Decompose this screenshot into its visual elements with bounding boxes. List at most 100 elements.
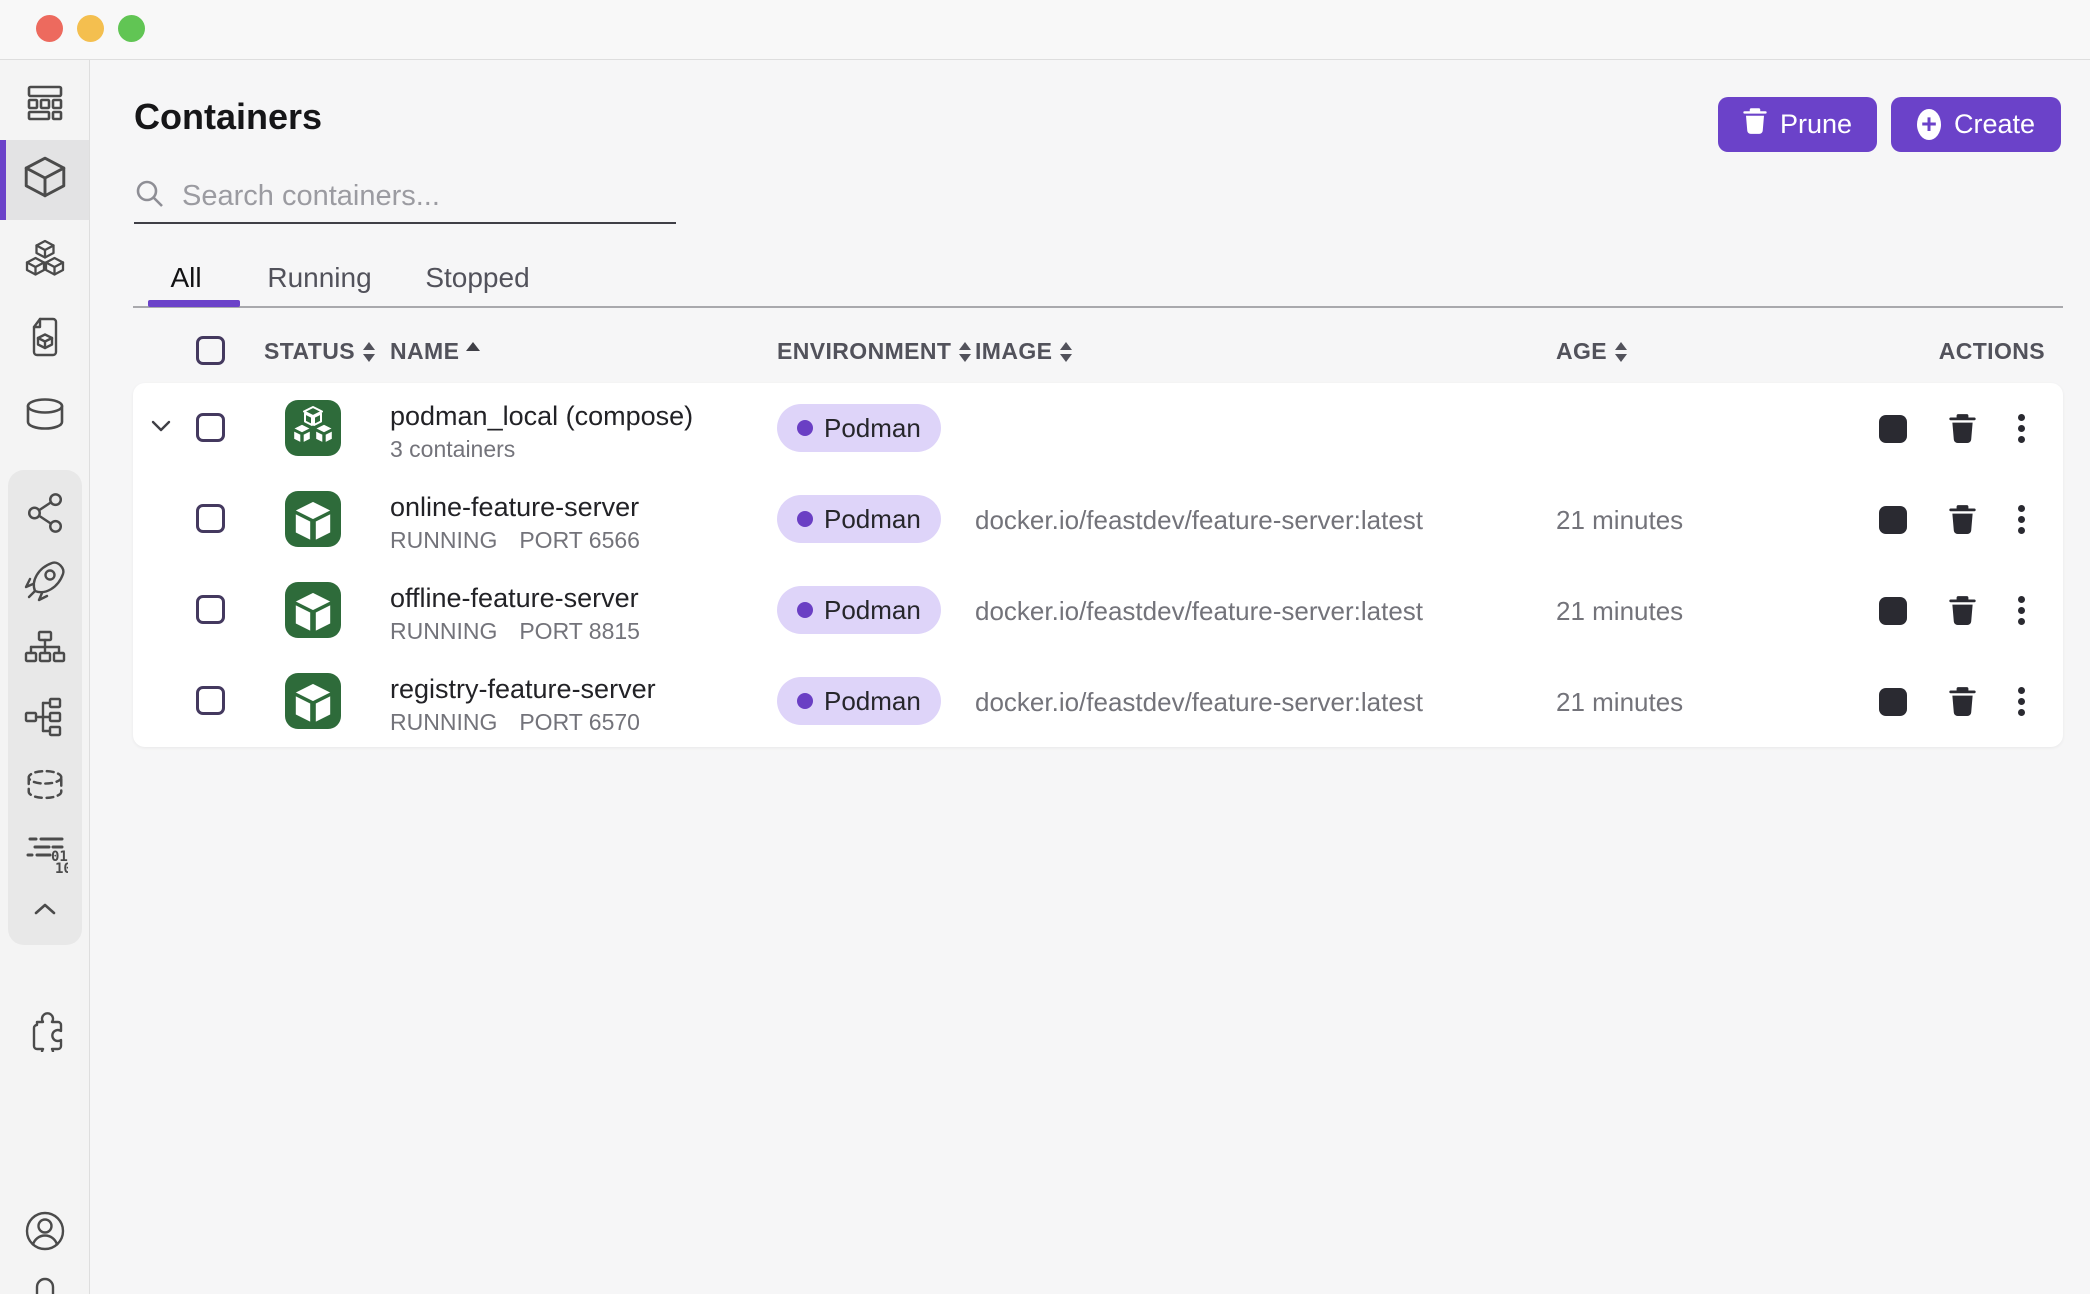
column-header-status[interactable]: STATUS — [264, 338, 376, 365]
share-icon — [23, 491, 67, 540]
table-row[interactable]: podman_local (compose) 3 containers Podm… — [133, 383, 2063, 474]
environment-dot-icon — [797, 420, 813, 436]
delete-button[interactable] — [1949, 595, 1976, 626]
row-checkbox[interactable] — [196, 504, 225, 533]
search-bar — [134, 170, 676, 224]
sidebar-item-containers[interactable] — [0, 140, 89, 220]
image-cell: docker.io/feastdev/feature-server:latest — [975, 505, 1424, 535]
more-actions-button[interactable] — [2018, 505, 2025, 534]
stop-button[interactable] — [1879, 505, 1907, 534]
table-row[interactable]: online-feature-server RUNNING PORT 6566 P… — [133, 474, 2063, 565]
containers-cube-icon — [21, 154, 69, 207]
volumes-icon — [22, 392, 68, 443]
image-cell: docker.io/feastdev/feature-server:latest — [975, 687, 1424, 717]
sort-both-icon — [1060, 341, 1073, 362]
container-name: registry-feature-server — [390, 674, 656, 704]
age-cell: 21 minutes — [1556, 596, 1684, 626]
sidebar-item-settings-partial[interactable] — [0, 1275, 89, 1294]
more-actions-button[interactable] — [2018, 687, 2025, 716]
minimize-window-button[interactable] — [77, 15, 104, 42]
sidebar-item-images[interactable] — [0, 299, 89, 379]
tab-all[interactable]: All — [170, 262, 202, 293]
stop-icon — [1879, 505, 1907, 534]
sidebar-item-volumes[interactable] — [0, 377, 89, 457]
sidebar-item-dashboard[interactable] — [0, 63, 89, 143]
tabs-divider — [133, 306, 2063, 308]
sort-ascending-icon — [466, 342, 481, 351]
container-name-block: online-feature-server RUNNING PORT 6566 — [390, 490, 760, 554]
sort-both-icon — [959, 341, 972, 362]
column-header-environment[interactable]: ENVIRONMENT — [777, 338, 972, 365]
sidebar-item-configmaps[interactable]: 01 10 — [8, 827, 82, 885]
age-cell: 21 minutes — [1556, 687, 1684, 717]
more-actions-button[interactable] — [2018, 596, 2025, 625]
svg-text:10: 10 — [55, 861, 68, 876]
select-all-checkbox[interactable] — [196, 336, 225, 365]
row-checkbox[interactable] — [196, 413, 225, 442]
zoom-window-button[interactable] — [118, 15, 145, 42]
create-button-label: Create — [1953, 109, 2035, 139]
pods-icon — [22, 236, 68, 287]
network-tree-icon — [22, 694, 68, 745]
container-name-block: podman_local (compose) 3 containers — [390, 399, 760, 463]
delete-button[interactable] — [1949, 413, 1976, 444]
expand-row-button[interactable] — [150, 419, 172, 438]
container-name: offline-feature-server — [390, 583, 639, 613]
sidebar-item-deployments[interactable] — [8, 554, 82, 612]
environment-dot-icon — [797, 693, 813, 709]
environment-badge: Podman — [777, 677, 941, 725]
environment-badge: Podman — [777, 404, 941, 452]
delete-button[interactable] — [1949, 504, 1976, 535]
search-input[interactable] — [182, 179, 676, 213]
sidebar-item-networks[interactable] — [8, 486, 82, 544]
close-window-button[interactable] — [36, 15, 63, 42]
sidebar-item-extensions[interactable] — [0, 991, 89, 1071]
stop-button[interactable] — [1879, 687, 1907, 716]
row-actions — [1879, 383, 2025, 474]
environment-badge: Podman — [777, 586, 941, 634]
column-header-age[interactable]: AGE — [1556, 338, 1628, 365]
stop-icon — [1879, 414, 1907, 443]
prune-button[interactable]: Prune — [1718, 97, 1877, 152]
stop-button[interactable] — [1879, 596, 1907, 625]
page-title: Containers — [134, 96, 323, 137]
container-name: online-feature-server — [390, 492, 640, 522]
row-checkbox[interactable] — [196, 686, 225, 715]
create-button[interactable]: + Create — [1891, 97, 2061, 152]
chevron-up-icon — [28, 900, 62, 923]
stop-icon — [1879, 687, 1907, 716]
sidebar-item-account[interactable] — [0, 1193, 89, 1273]
table-row[interactable]: offline-feature-server RUNNING PORT 8815 … — [133, 565, 2063, 656]
delete-button[interactable] — [1949, 686, 1976, 717]
sidebar-item-pods[interactable] — [0, 221, 89, 301]
column-header-image[interactable]: IMAGE — [975, 338, 1073, 365]
compose-group-icon — [285, 400, 341, 456]
sidebar-item-ingresses[interactable] — [8, 691, 82, 749]
sidebar-collapse-button[interactable] — [8, 895, 82, 929]
image-cell: docker.io/feastdev/feature-server:latest — [975, 596, 1424, 626]
stop-button[interactable] — [1879, 414, 1907, 443]
titlebar — [0, 0, 2090, 60]
tab-running[interactable]: Running — [267, 262, 372, 293]
container-port: PORT 8815 — [519, 618, 640, 644]
age-cell: 21 minutes — [1556, 505, 1684, 535]
container-status: RUNNING — [390, 709, 498, 735]
column-header-actions: ACTIONS — [1938, 338, 2045, 364]
container-name-block: registry-feature-server RUNNING PORT 6570 — [390, 672, 760, 736]
row-checkbox[interactable] — [196, 595, 225, 624]
tab-stopped[interactable]: Stopped — [425, 262, 530, 293]
puzzle-icon — [22, 1006, 68, 1059]
column-header-name[interactable]: NAME — [390, 338, 481, 365]
sidebar-item-services[interactable] — [8, 622, 82, 680]
sidebar-item-pvcs[interactable] — [8, 759, 82, 817]
sidebar-secondary-group: 01 10 — [8, 470, 82, 945]
container-icon — [285, 582, 341, 638]
trash-icon — [1743, 107, 1767, 142]
container-status: RUNNING — [390, 527, 498, 553]
container-port: PORT 6570 — [519, 709, 640, 735]
images-icon — [22, 314, 68, 365]
search-icon — [134, 178, 166, 215]
more-actions-button[interactable] — [2018, 414, 2025, 443]
table-row[interactable]: registry-feature-server RUNNING PORT 6570… — [133, 656, 2063, 747]
